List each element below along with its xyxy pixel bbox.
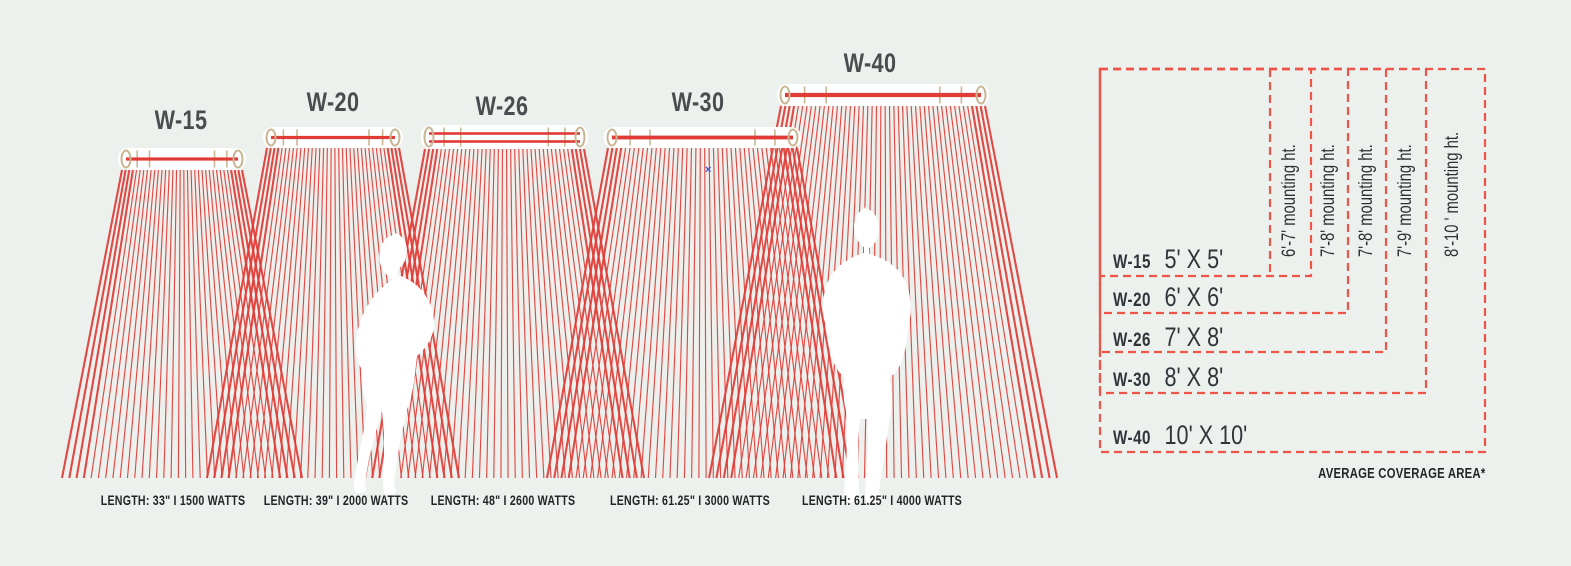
legend-coverage: 6' X 6' — [1164, 282, 1224, 312]
legend-boxes-layer — [1098, 67, 1487, 454]
heater-title-w20: W-20 — [306, 87, 360, 117]
heater-title-w15: W-15 — [154, 105, 208, 135]
heater-caption-w26: LENGTH: 48" I 2600 WATTS — [430, 492, 576, 508]
legend-model: W-15 — [1113, 252, 1151, 273]
mounting-height-label-w30: 7'-9' mounting ht. — [1395, 144, 1416, 257]
heater-caption-w20: LENGTH: 39" I 2000 WATTS — [263, 492, 409, 508]
legend-model: W-30 — [1113, 370, 1151, 391]
legend-row-w15: W-15 5' X 5' — [1113, 244, 1223, 275]
stray-cursor-marker: × — [705, 164, 712, 176]
legend-coverage: 8' X 8' — [1164, 362, 1224, 392]
legend-footnote: AVERAGE COVERAGE AREA* — [1317, 466, 1485, 482]
legend-coverage: 5' X 5' — [1164, 244, 1224, 274]
heater-caption-w15: LENGTH: 33" I 1500 WATTS — [100, 492, 246, 508]
mounting-height-label-w15: 6'-7' mounting ht. — [1279, 144, 1300, 257]
legend-row-w20: W-20 6' X 6' — [1113, 282, 1223, 313]
legend-model: W-20 — [1113, 290, 1151, 311]
legend-model: W-26 — [1113, 330, 1151, 351]
legend-model: W-40 — [1113, 428, 1151, 449]
legend-coverage: 10' X 10' — [1164, 420, 1248, 450]
heater-title-w40: W-40 — [843, 48, 897, 78]
legend-row-w40: W-40 10' X 10' — [1113, 420, 1247, 451]
person-silhouette — [354, 233, 435, 495]
heater-bars-layer — [118, 84, 989, 170]
heater-title-w26: W-26 — [475, 91, 529, 121]
legend-row-w30: W-30 8' X 8' — [1113, 362, 1223, 393]
legend-row-w26: W-26 7' X 8' — [1113, 322, 1223, 353]
legend-coverage: 7' X 8' — [1164, 322, 1224, 352]
mounting-height-label-w26: 7'-8' mounting ht. — [1356, 144, 1377, 257]
mounting-height-label-w40: 8'-10 ' mounting ht. — [1442, 131, 1463, 257]
heater-caption-w40: LENGTH: 61.25" I 4000 WATTS — [801, 492, 963, 508]
person-silhouettes-layer — [354, 207, 911, 503]
mounting-height-label-w20: 7'-8' mounting ht. — [1318, 144, 1339, 257]
person-silhouette — [823, 207, 911, 503]
heater-caption-w30: LENGTH: 61.25" I 3000 WATTS — [609, 492, 771, 508]
heater-title-w30: W-30 — [671, 87, 725, 117]
